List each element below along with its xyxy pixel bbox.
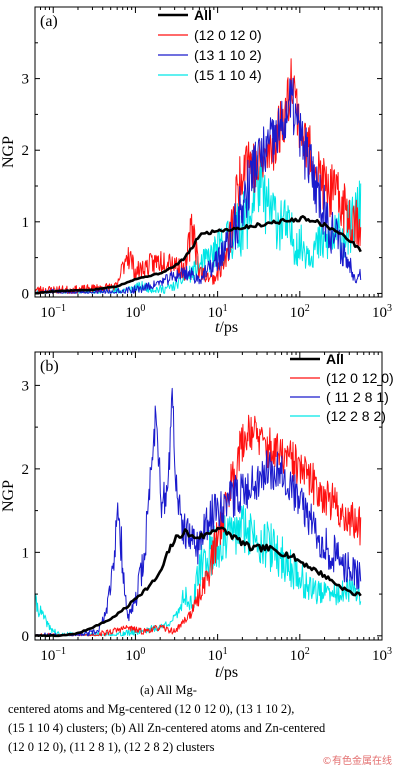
legend-label: ( 11 2 8 1) [326, 389, 389, 405]
caption-line-4: (12 0 12 0), (11 2 8 1), (12 2 8 2) clus… [8, 740, 215, 754]
legend-label: All [326, 351, 344, 367]
panel-b: 0 1 2 3 10−1 100 101 102 103 NGP t/ps (b) All (12 0 1… [0, 351, 394, 680]
watermark: ©有色金属在线 [322, 756, 392, 767]
y-tick-label: 2 [22, 462, 30, 478]
legend-label: (15 1 10 4) [194, 67, 262, 83]
legend: All (12 0 12 0) (13 1 10 2) (15 1 10 4) [158, 7, 262, 83]
y-tick-label: 0 [22, 629, 30, 645]
series-line-2 [35, 387, 362, 637]
legend: All (12 0 12 0) ( 11 2 8 1) (12 2 8 2) [290, 351, 394, 424]
y-tick-label: 2 [22, 143, 30, 159]
plot-frame [34, 351, 383, 641]
x-tick-label: 101 [208, 646, 228, 664]
x-tick-label: 10−1 [40, 303, 66, 321]
panel-a: 0 1 2 3 10−1 100 101 102 103 NGP t/ps (a) All (12 0 1… [0, 6, 392, 336]
series-line-1 [35, 58, 362, 294]
plot-frame [34, 6, 383, 298]
legend-label: (12 2 8 2) [326, 408, 386, 424]
x-axis-label: t/ps [215, 664, 238, 680]
caption-line-1: (a) All Mg- [140, 683, 197, 697]
x-tick-label: 100 [125, 646, 145, 664]
y-tick-label: 3 [22, 378, 30, 394]
y-axis-label: NGP [0, 480, 17, 512]
x-tick-label: 10−1 [40, 646, 66, 664]
x-tick-label: 103 [372, 646, 392, 664]
caption-line-2: centered atoms and Mg-centered (12 0 12 … [8, 702, 295, 716]
panel-label: (a) [40, 13, 58, 30]
series-group [35, 58, 362, 295]
y-tick-label: 1 [22, 545, 30, 561]
x-tick-label: 103 [372, 303, 392, 321]
x-axis-label: t/ps [215, 319, 238, 336]
x-tick-label: 102 [290, 646, 310, 664]
legend-label: (13 1 10 2) [194, 47, 262, 63]
x-tick-label: 100 [125, 303, 145, 321]
series-group [35, 387, 362, 638]
legend-label: (12 0 12 0) [326, 370, 394, 386]
series-line-3 [35, 215, 362, 295]
y-tick-label: 0 [22, 286, 30, 302]
y-tick-label: 3 [22, 72, 30, 88]
y-axis-label: NGP [0, 136, 17, 168]
series-line-3 [35, 526, 362, 638]
panel-label: (b) [40, 358, 59, 375]
legend-label: All [194, 7, 212, 23]
x-tick-label: 101 [208, 303, 228, 321]
legend-label: (12 0 12 0) [194, 27, 262, 43]
x-tick-label: 102 [290, 303, 310, 321]
y-tick-label: 1 [22, 215, 30, 231]
caption-line-3: (15 1 10 4) clusters; (b) All Zn-centere… [8, 721, 326, 735]
